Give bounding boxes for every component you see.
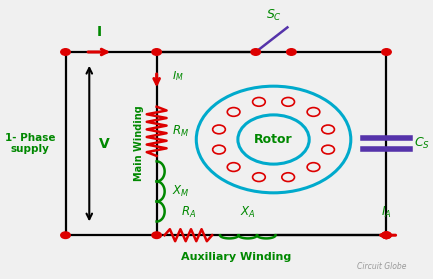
Text: Circuit Globe: Circuit Globe [357, 262, 406, 271]
Circle shape [152, 49, 162, 55]
Text: $X_M$: $X_M$ [172, 184, 190, 199]
Text: $R_M$: $R_M$ [172, 124, 190, 139]
Text: I: I [97, 25, 102, 39]
Text: $I_A$: $I_A$ [381, 205, 392, 220]
Text: 1- Phase
supply: 1- Phase supply [5, 133, 55, 154]
Text: Auxiliary Winding: Auxiliary Winding [181, 252, 291, 262]
Text: Main Winding: Main Winding [134, 106, 144, 181]
Text: V: V [99, 137, 110, 151]
Circle shape [251, 49, 261, 55]
Circle shape [287, 49, 296, 55]
Circle shape [382, 232, 391, 239]
Circle shape [61, 232, 70, 239]
Circle shape [382, 232, 391, 239]
Text: Rotor: Rotor [254, 133, 293, 146]
Text: $R_A$: $R_A$ [181, 205, 196, 220]
Text: $S_C$: $S_C$ [265, 8, 281, 23]
Text: $I_M$: $I_M$ [172, 69, 184, 83]
Circle shape [61, 49, 70, 55]
Circle shape [152, 232, 162, 239]
Text: $C_S$: $C_S$ [414, 136, 430, 151]
Circle shape [382, 49, 391, 55]
Text: $X_A$: $X_A$ [240, 205, 255, 220]
